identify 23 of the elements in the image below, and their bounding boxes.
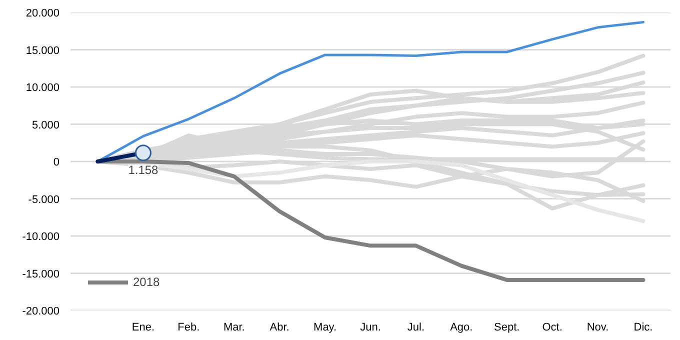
y-tick-label: -10.000 bbox=[22, 231, 60, 243]
y-tick-label: 20.000 bbox=[26, 8, 60, 20]
x-tick-label: Ene. bbox=[132, 322, 155, 334]
x-tick-label: Mar. bbox=[223, 322, 245, 334]
x-tick-label: Dic. bbox=[634, 322, 653, 334]
y-tick-label: -20.000 bbox=[22, 306, 60, 318]
x-tick-label: Nov. bbox=[586, 322, 609, 334]
x-tick-label: Ago. bbox=[450, 322, 473, 334]
y-tick-label: -15.000 bbox=[22, 268, 60, 280]
y-tick-label: -5.000 bbox=[28, 194, 60, 206]
data-label: 1.158 bbox=[128, 162, 159, 177]
x-tick-label: Jul. bbox=[407, 322, 425, 334]
x-tick-label: Feb. bbox=[178, 322, 200, 334]
y-tick-label: 0 bbox=[53, 156, 60, 168]
y-tick-label: 15.000 bbox=[26, 44, 60, 57]
y-tick-label: 5.000 bbox=[32, 119, 60, 132]
x-tick-label: Jun. bbox=[360, 322, 381, 334]
y-tick-label: 10.000 bbox=[26, 82, 60, 94]
x-tick-label: Sept. bbox=[494, 322, 520, 334]
x-tick-label: May. bbox=[314, 322, 337, 334]
x-tick-label: Abr. bbox=[270, 322, 290, 334]
x-tick-label: Oct. bbox=[542, 322, 562, 334]
legend-label: 2018 bbox=[133, 275, 160, 289]
